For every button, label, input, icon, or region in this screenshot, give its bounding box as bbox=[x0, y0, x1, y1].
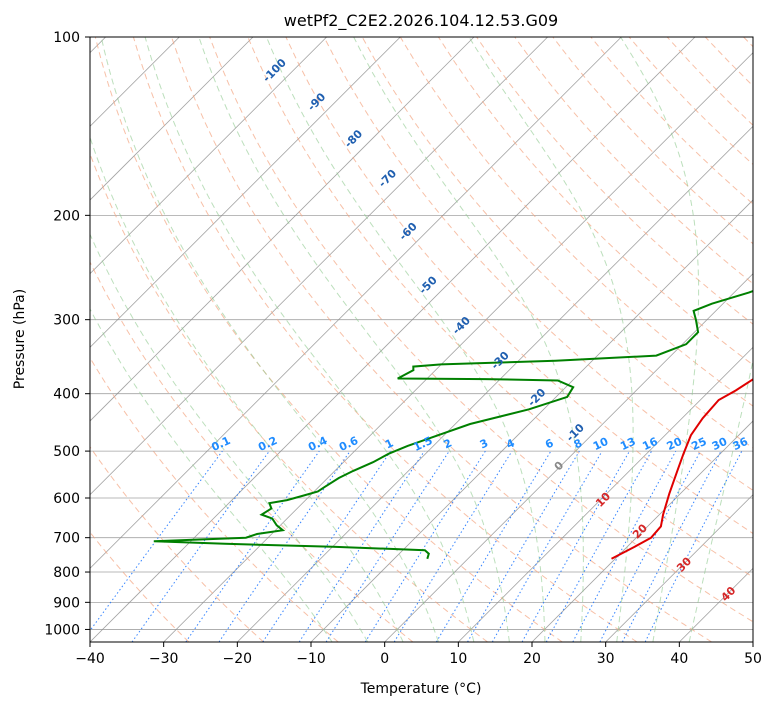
isotherm-line bbox=[90, 37, 401, 348]
moist-adiabat-line bbox=[144, 37, 475, 642]
y-axis: 100 200 300 400 500 600 700 800 900 1000 bbox=[44, 30, 90, 638]
isotherm-line bbox=[458, 346, 753, 642]
isotherm-line bbox=[384, 273, 753, 642]
y-tick-label: 400 bbox=[53, 387, 80, 403]
mixing-ratio-line bbox=[262, 450, 392, 642]
isotherm-line bbox=[90, 37, 475, 422]
mixing-ratio-line bbox=[218, 450, 351, 642]
dry-adiabat-line bbox=[285, 37, 753, 535]
isotherm-line bbox=[90, 37, 254, 201]
x-tick-label: −30 bbox=[149, 651, 179, 667]
x-tick-label: 0 bbox=[380, 651, 389, 667]
isotherm-line bbox=[90, 37, 696, 642]
background-lines bbox=[90, 37, 753, 642]
y-tick-label: 600 bbox=[53, 491, 80, 507]
plot-frame bbox=[89, 36, 754, 643]
mixing-ratio-line bbox=[393, 450, 513, 642]
moist-adiabat-line bbox=[100, 37, 439, 642]
profile-line bbox=[153, 290, 753, 560]
y-tick-label: 1000 bbox=[44, 622, 80, 638]
plot-background bbox=[90, 37, 753, 642]
mixing-ratio-line bbox=[644, 450, 743, 642]
isotherm-line bbox=[605, 494, 753, 642]
dry-adiabat-line bbox=[132, 37, 638, 642]
moist-adiabat-line bbox=[90, 308, 333, 642]
mixing-ratio-line bbox=[467, 450, 580, 642]
x-tick-label: 30 bbox=[597, 651, 615, 667]
moist-adiabat-line bbox=[198, 37, 510, 642]
x-tick-label: −20 bbox=[223, 651, 253, 667]
isotherm-line bbox=[90, 37, 327, 275]
mixing-ratio-label: 16 bbox=[640, 435, 660, 453]
moist-adiabat-line bbox=[688, 358, 753, 642]
mixing-ratio-label: 10 bbox=[591, 435, 611, 453]
profile-line bbox=[611, 378, 753, 560]
moist-adiabat-line bbox=[90, 135, 404, 642]
x-tick-label: 50 bbox=[744, 651, 762, 667]
y-axis-label: Pressure (hPa) bbox=[12, 289, 28, 389]
dry-adiabat-line bbox=[90, 260, 414, 642]
dry-adiabat-line bbox=[209, 37, 753, 623]
moist-adiabat-line bbox=[353, 37, 584, 642]
moist-adiabat-line bbox=[620, 37, 700, 642]
y-tick-label: 500 bbox=[53, 444, 80, 460]
isotherm-line bbox=[531, 420, 753, 642]
x-tick-label: 40 bbox=[670, 651, 688, 667]
y-tick-label: 300 bbox=[53, 313, 80, 329]
isotherm-line bbox=[163, 52, 753, 642]
x-tick-label: 10 bbox=[449, 651, 467, 667]
dry-adiabat-line bbox=[90, 356, 339, 642]
mixing-ratio-label: 36 bbox=[731, 435, 751, 453]
isotherm-line bbox=[90, 37, 622, 569]
mixing-ratio-line bbox=[131, 450, 270, 642]
chart-title: wetPf2_C2E2.2026.104.12.53.G09 bbox=[284, 11, 558, 31]
mixing-ratio-line bbox=[491, 450, 603, 642]
y-tick-label: 800 bbox=[53, 565, 80, 581]
isotherm-line bbox=[752, 641, 753, 642]
mixing-ratio-label: 30 bbox=[710, 435, 730, 453]
dry-adiabat-line bbox=[476, 37, 753, 325]
x-axis-label: Temperature (°C) bbox=[360, 681, 482, 697]
moist-adiabat-line bbox=[266, 37, 546, 642]
mixing-ratio-line bbox=[435, 450, 552, 642]
y-tick-label: 200 bbox=[53, 208, 80, 224]
mixing-ratio-line bbox=[185, 450, 320, 642]
profile-lines bbox=[153, 290, 753, 560]
dry-adiabat-line bbox=[94, 37, 563, 642]
dry-adiabat-line bbox=[90, 446, 264, 642]
moist-adiabat-line bbox=[90, 233, 369, 642]
mixing-ratio-line bbox=[545, 450, 653, 642]
x-axis: −40 −30 −20 −10 0 10 20 30 40 50 bbox=[75, 642, 762, 667]
y-tick-label: 100 bbox=[53, 30, 80, 46]
isotherm-line bbox=[90, 37, 548, 496]
x-tick-label: 20 bbox=[523, 651, 541, 667]
mixing-ratio-label: 20 bbox=[665, 435, 685, 453]
dry-adiabat-line bbox=[247, 37, 753, 578]
dry-adiabat-line bbox=[171, 37, 712, 642]
dry-adiabat-line bbox=[514, 37, 753, 285]
mixing-ratio-line bbox=[521, 450, 630, 642]
isotherm-line bbox=[237, 125, 753, 642]
mixing-ratio-label: 25 bbox=[689, 435, 708, 453]
y-tick-label: 900 bbox=[53, 595, 80, 611]
mixing-ratio-label: 13 bbox=[618, 435, 637, 453]
dry-adiabat-line bbox=[323, 37, 753, 491]
x-tick-label: −10 bbox=[296, 651, 326, 667]
y-tick-label: 700 bbox=[53, 531, 80, 547]
x-tick-label: −40 bbox=[75, 651, 105, 667]
